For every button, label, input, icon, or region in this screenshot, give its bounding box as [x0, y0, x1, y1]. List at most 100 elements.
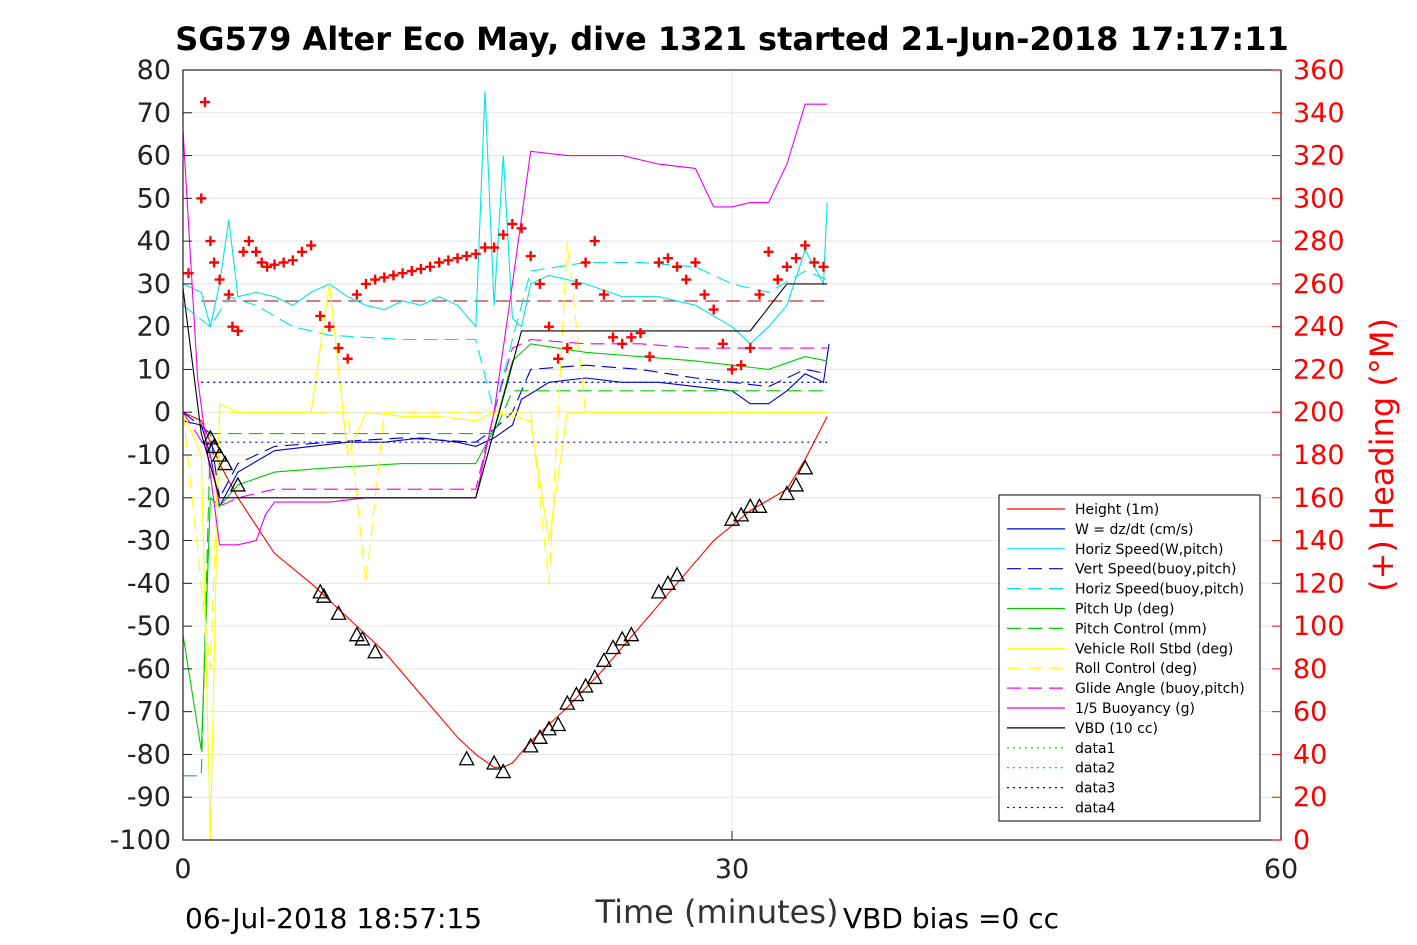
heading-marker: [262, 261, 273, 272]
y-tick-right-label: 260: [1293, 269, 1345, 300]
x-tick-label: 30: [715, 854, 749, 885]
heading-marker: [525, 251, 536, 262]
y-tick-left-label: -10: [127, 440, 171, 471]
glider-marker: [586, 669, 603, 685]
series-line-2: [182, 91, 828, 345]
heading-marker: [425, 261, 436, 272]
glider-marker: [623, 626, 640, 642]
glider-marker: [206, 438, 223, 454]
y-tick-right-label: 340: [1293, 98, 1345, 129]
heading-marker: [498, 229, 509, 240]
heading-marker: [699, 289, 710, 300]
heading-marker: [470, 248, 481, 259]
glider-marker: [751, 497, 768, 513]
heading-marker: [662, 253, 673, 264]
heading-marker: [278, 257, 289, 268]
heading-marker: [580, 257, 591, 268]
heading-marker: [333, 343, 344, 354]
legend-label: 1/5 Buoyancy (g): [1075, 701, 1195, 717]
heading-marker: [763, 246, 774, 257]
heading-marker: [809, 257, 820, 268]
legend-label: W = dz/dt (cm/s): [1075, 522, 1194, 538]
heading-marker: [315, 310, 326, 321]
heading-marker: [251, 246, 262, 257]
y-tick-left-label: -60: [127, 654, 171, 685]
heading-marker: [183, 268, 194, 279]
heading-marker: [461, 251, 472, 262]
y-tick-left-label: -20: [127, 483, 171, 514]
heading-marker: [397, 268, 408, 279]
heading-marker: [653, 257, 664, 268]
y-tick-right-label: 280: [1293, 226, 1345, 257]
glider-marker: [604, 639, 622, 655]
y-tick-right-label: 40: [1293, 739, 1327, 770]
heading-marker: [507, 219, 518, 229]
glider-marker: [522, 737, 539, 753]
glider-marker: [559, 694, 576, 710]
legend-label: Height (1m): [1075, 502, 1159, 518]
series-line-1: [182, 343, 830, 508]
y-tick-right-label: 220: [1293, 354, 1345, 385]
glider-marker: [787, 476, 805, 492]
heading-marker: [443, 255, 454, 266]
heading-marker: [516, 223, 527, 234]
heading-marker: [672, 261, 683, 272]
x-tick-label: 60: [1264, 854, 1298, 885]
glider-marker: [330, 604, 347, 620]
heading-marker: [617, 338, 628, 349]
glider-marker: [550, 716, 567, 732]
y-tick-right-label: 80: [1293, 654, 1327, 685]
heading-marker: [205, 236, 216, 247]
y-tick-left-label: 70: [137, 98, 171, 129]
heading-marker: [754, 289, 765, 300]
heading-marker: [708, 304, 719, 315]
y-tick-right-label: 60: [1293, 697, 1327, 728]
chart-title: SG579 Alter Eco May, dive 1321 started 2…: [175, 20, 1288, 58]
heading-marker: [209, 257, 220, 268]
glider-marker: [568, 686, 585, 702]
y-tick-right-label: 360: [1293, 55, 1345, 86]
y-tick-right-label: 320: [1293, 141, 1345, 172]
legend-label: Vert Speed(buoy,pitch): [1075, 562, 1237, 578]
series-line-3: [182, 364, 828, 500]
y-tick-right-label: 120: [1293, 568, 1345, 599]
glider-marker: [669, 566, 686, 582]
heading-marker: [791, 253, 802, 264]
footer-timestamp: 06-Jul-2018 18:57:15: [185, 902, 482, 935]
series-line-9: [182, 338, 828, 508]
x-axis-label: Time (minutes): [595, 893, 839, 931]
heading-marker: [287, 255, 298, 266]
legend-label: data3: [1075, 781, 1115, 797]
heading-marker: [223, 289, 234, 300]
legend-label: Horiz Speed(W,pitch): [1075, 542, 1223, 558]
heading-marker: [635, 328, 646, 339]
y-tick-left-label: 60: [137, 141, 171, 172]
glider-marker: [458, 750, 475, 766]
glider-marker: [742, 497, 759, 513]
y-tick-right-label: 100: [1293, 611, 1345, 642]
heading-marker: [626, 332, 637, 343]
series-line-11: [182, 283, 828, 499]
heading-marker: [243, 236, 254, 247]
heading-marker: [238, 246, 249, 257]
heading-marker: [269, 259, 280, 270]
legend-label: data4: [1075, 801, 1116, 817]
heading-marker: [214, 274, 225, 285]
heading-marker: [745, 343, 756, 354]
glider-marker: [315, 587, 332, 603]
series-line-0: [182, 411, 828, 768]
y-tick-right-label: 0: [1293, 825, 1310, 856]
heading-marker: [571, 278, 582, 289]
y-tick-right-label: 160: [1293, 483, 1345, 514]
legend-label: Glide Angle (buoy,pitch): [1075, 681, 1245, 697]
heading-marker: [479, 242, 490, 253]
heading-marker: [727, 364, 737, 375]
y-tick-left-label: 80: [137, 55, 171, 86]
glider-marker: [595, 651, 612, 667]
heading-marker: [608, 332, 619, 343]
y-tick-left-label: -30: [127, 526, 171, 557]
data-markers: [183, 97, 829, 779]
legend-label: Pitch Control (mm): [1075, 621, 1207, 637]
heading-marker: [196, 193, 207, 204]
legend-label: VBD (10 cc): [1075, 721, 1158, 737]
